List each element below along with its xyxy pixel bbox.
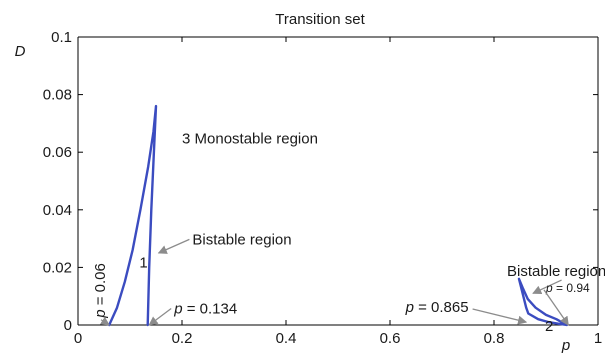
annotation-label: 1 [139,254,147,271]
annotation-arrow [532,279,562,294]
annotation-label: Bistable region [507,263,605,280]
annotation-layer: 3 Monostable region Bistable region 1 p = 0… [92,131,605,335]
y-axis-ticks: 0 0.02 0.04 0.06 0.08 0.1 [43,29,598,334]
y-axis-label: D [15,43,26,60]
y-tick-label: 0.06 [43,144,72,161]
x-tick-label: 1 [594,330,602,347]
annotation-label: p = 0.06 [92,263,109,319]
annotation-label: 3 Monostable region [182,131,318,148]
transition-curve-1 [107,104,158,327]
annotation-arrow [472,308,528,325]
y-tick-label: 0.1 [51,29,72,46]
y-tick-label: 0 [64,317,72,334]
x-axis-label: p [561,337,570,354]
x-tick-label: 0.8 [484,330,505,347]
annotation-arrow [99,316,110,326]
annotation-label: p = 0.134 [173,300,237,317]
annotation-arrow [157,238,190,254]
chart-title: Transition set [275,11,365,28]
y-tick-label: 0.08 [43,87,72,104]
annotation-label: p = 0.865 [405,299,469,316]
annotation-label: 2 [545,318,553,335]
annotation-arrow [543,289,569,326]
x-tick-label: 0.2 [172,330,193,347]
x-tick-label: 0 [74,330,82,347]
annotation-arrow [148,307,172,326]
x-tick-label: 0.6 [380,330,401,347]
annotation-label: p = 0.94 [545,281,590,295]
plot-area [77,36,599,326]
y-tick-label: 0.02 [43,259,72,276]
annotation-label: Bistable region [192,231,291,248]
x-axis-ticks: 0 0.2 0.4 0.6 0.8 1 [74,37,602,347]
y-tick-label: 0.04 [43,202,72,219]
x-tick-label: 0.4 [276,330,297,347]
series-layer [107,104,568,327]
